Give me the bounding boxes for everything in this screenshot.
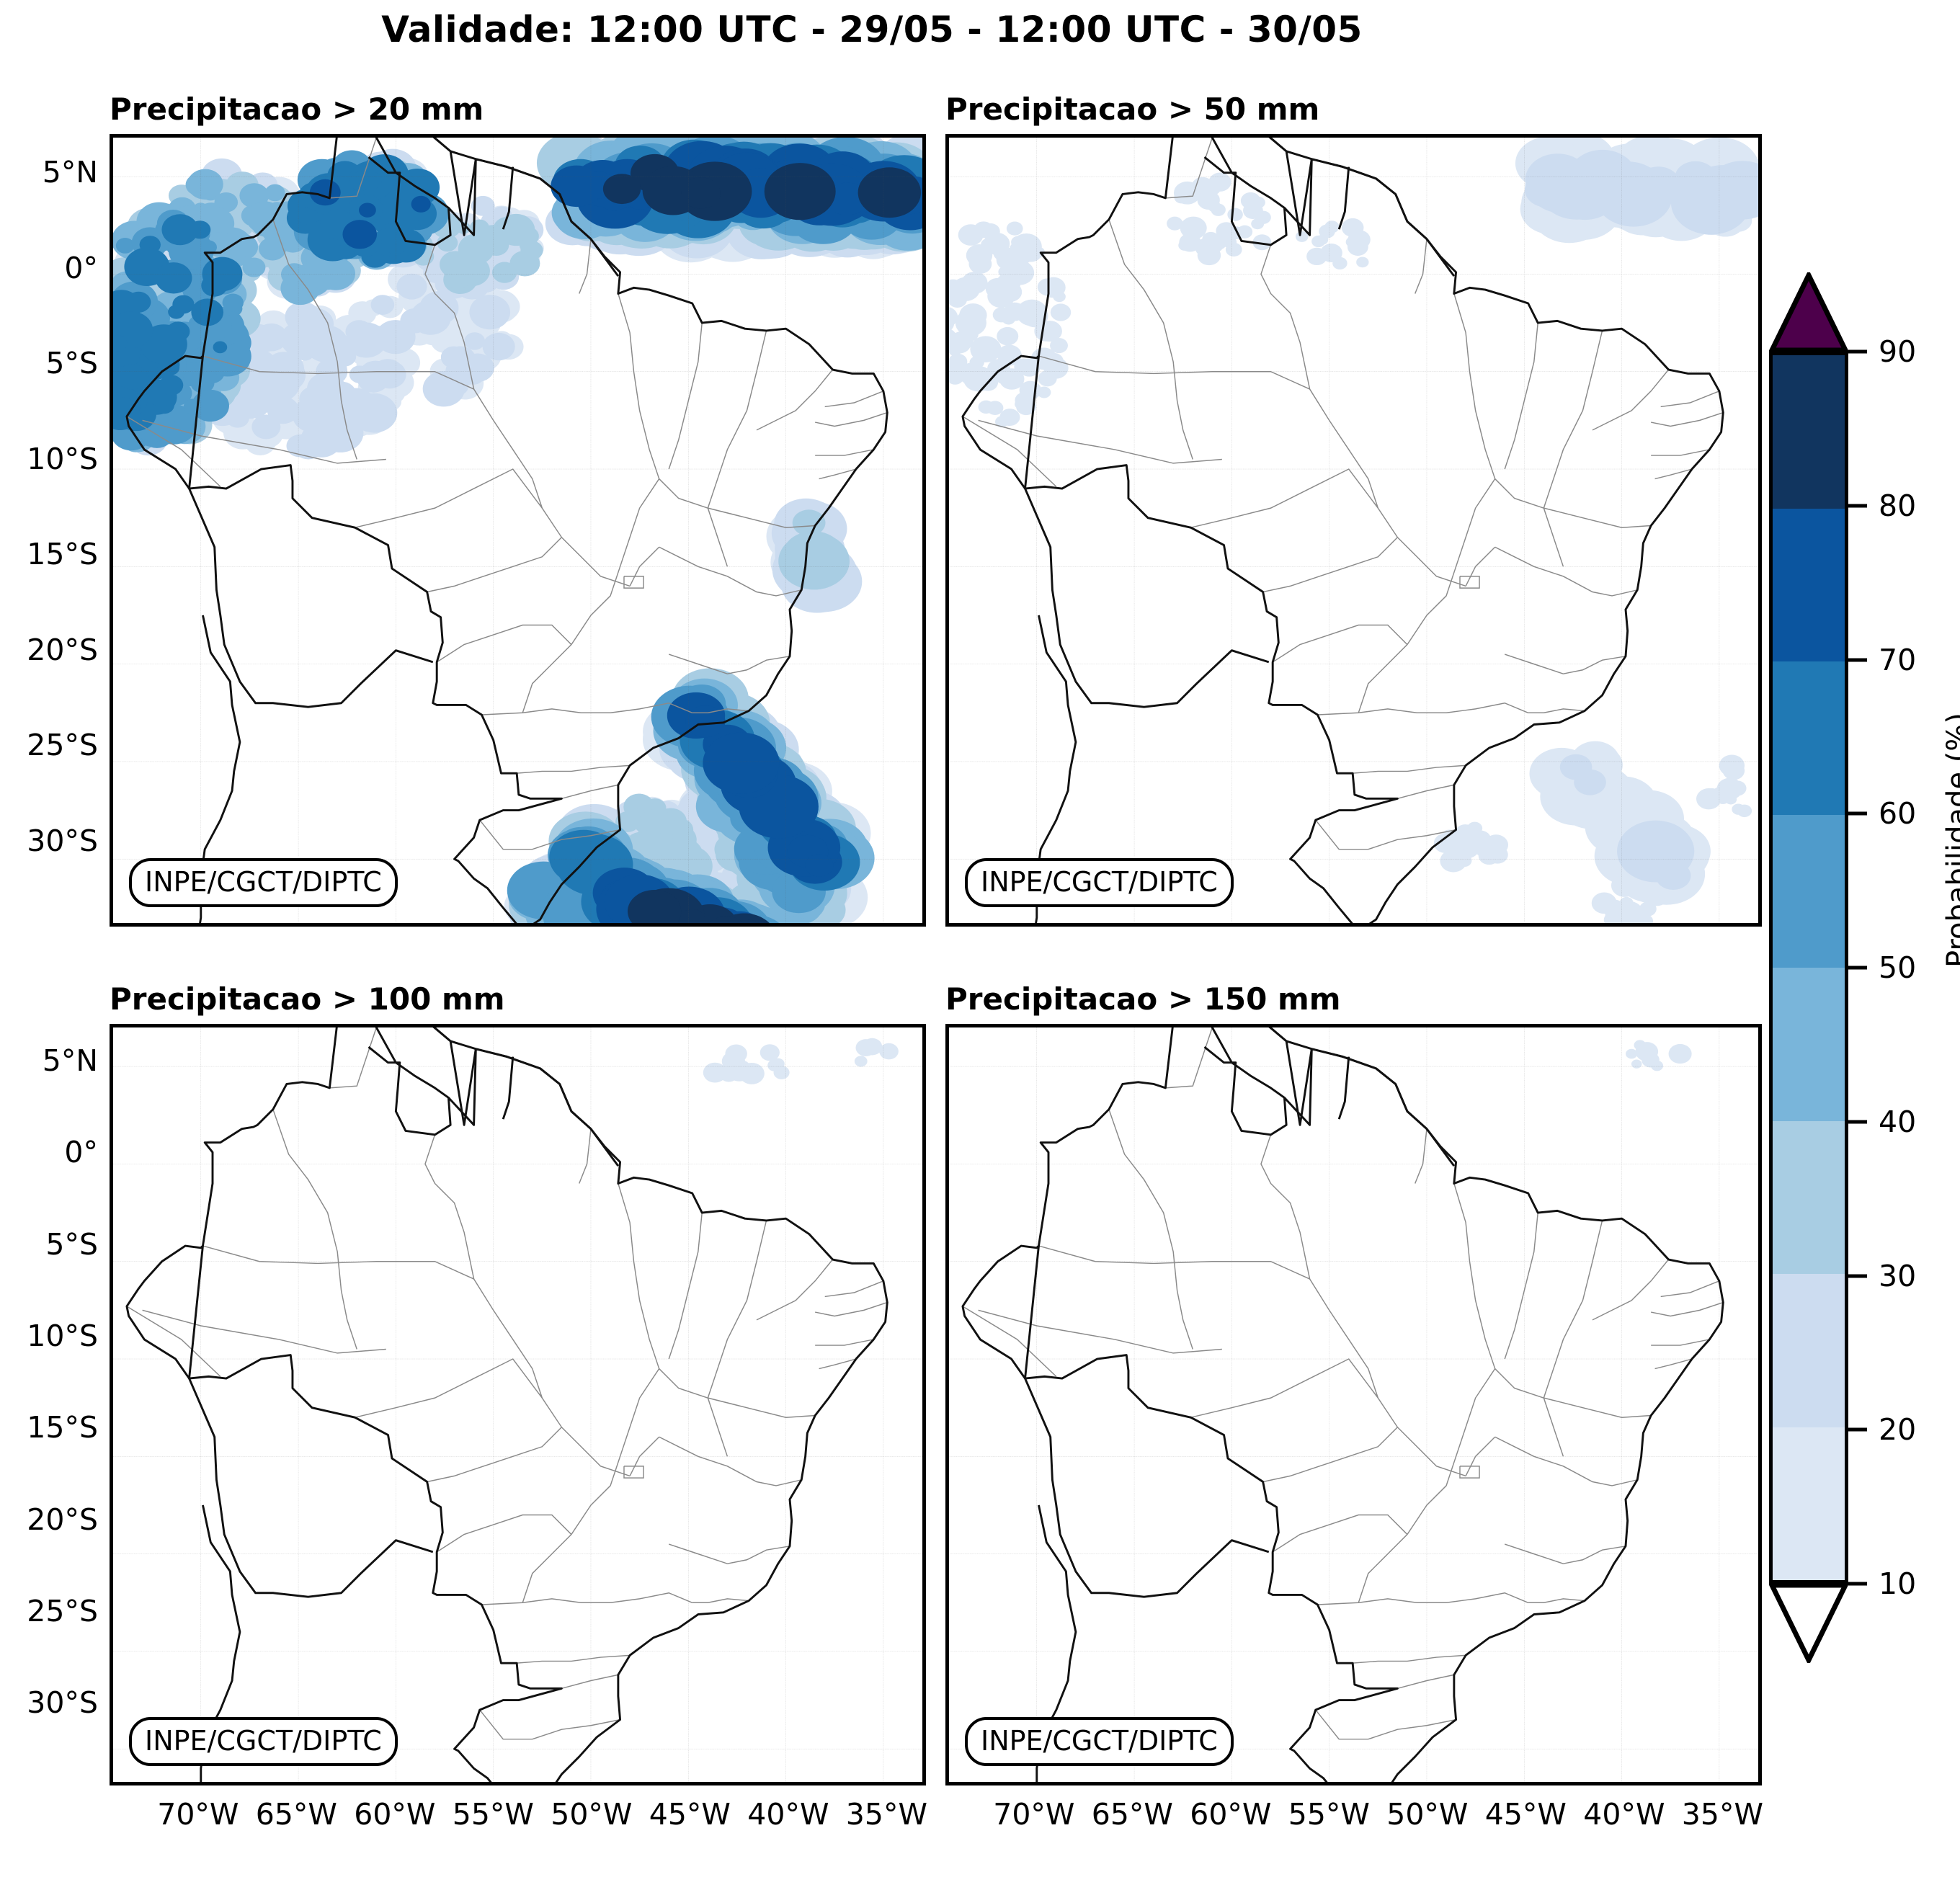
colorbar-tick <box>1848 1427 1867 1432</box>
map-svg-p50 <box>949 138 1758 927</box>
colorbar-tick-label: 30 <box>1879 1258 1917 1293</box>
y-tick-label: 30°S <box>27 823 98 858</box>
colorbar-tick-label: 10 <box>1879 1566 1917 1601</box>
colorbar-tick <box>1848 1582 1867 1586</box>
state-boundaries-p20 <box>126 138 888 850</box>
y-tick-label: 15°S <box>27 1410 98 1445</box>
x-tick-label: 70°W <box>993 1797 1075 1832</box>
map-panel-p20: Precipitacao > 20 mm INPE/CGCT/DIPTC 5°N 0°… <box>27 92 926 927</box>
colorbar-tick-label: 90 <box>1879 334 1917 369</box>
colorbar-tick-label: 20 <box>1879 1412 1917 1448</box>
y-tick-label: 10°S <box>27 441 98 476</box>
x-tick-label: 35°W <box>845 1797 927 1832</box>
colorbar-axis-label: Probabilidade (%) <box>1941 713 1960 968</box>
map-panel-p150: Precipitacao > 150 mm INPE/CGCT/DIPTC 70°W… <box>945 981 1763 1832</box>
colorbar-under-arrow-icon <box>1769 1582 1848 1663</box>
x-tick-label: 50°W <box>1386 1797 1469 1832</box>
y-tick-label: 0° <box>64 1135 98 1170</box>
y-tick-label: 5°N <box>42 1043 98 1078</box>
y-tick-label: 5°N <box>42 155 98 190</box>
y-tick-label: 20°S <box>27 1502 98 1537</box>
coastline-p100 <box>125 1027 888 1782</box>
y-tick-label: 10°S <box>27 1318 98 1353</box>
plot-area-p20: INPE/CGCT/DIPTC <box>110 134 926 927</box>
map-panel-p100: Precipitacao > 100 mm INPE/CGCT/DIPTC 5°N 0… <box>27 981 927 1832</box>
plot-area-p50: INPE/CGCT/DIPTC <box>945 134 1762 927</box>
credit-badge-p150: INPE/CGCT/DIPTC <box>965 1717 1234 1766</box>
map-svg-p100 <box>113 1027 922 1782</box>
precip-shading-p50 <box>949 138 1758 923</box>
y-tick-label: 30°S <box>27 1685 98 1721</box>
precip-shading-p100 <box>703 1038 899 1084</box>
gridlines-p150 <box>949 1027 1758 1785</box>
x-tick-label: 60°W <box>354 1797 436 1832</box>
precip-shading-p20 <box>113 138 922 923</box>
credit-badge-p20: INPE/CGCT/DIPTC <box>129 858 398 907</box>
y-tick-label: 5°S <box>45 346 98 381</box>
colorbar-tick-label: 80 <box>1879 488 1917 523</box>
colorbar: 10 20 30 40 50 60 70 80 90 Probabilidade (%) <box>1769 272 1960 1663</box>
y-tick-label: 5°S <box>45 1226 98 1262</box>
y-tick-label: 0° <box>64 250 98 285</box>
y-tick-label: 20°S <box>27 632 98 667</box>
panel-title-p150: Precipitacao > 150 mm <box>945 981 1341 1017</box>
colorbar-tick <box>1848 504 1867 508</box>
plot-area-p150: INPE/CGCT/DIPTC <box>945 1024 1762 1785</box>
y-tick-label: 25°S <box>27 1594 98 1629</box>
colorbar-tick <box>1848 1120 1867 1124</box>
map-svg-p150 <box>949 1027 1758 1785</box>
map-panel-p50: Precipitacao > 50 mm INPE/CGCT/DIPTC <box>945 92 1762 927</box>
colorbar-band-4 <box>1773 814 1845 968</box>
x-tick-label: 60°W <box>1190 1797 1272 1832</box>
x-tick-label: 40°W <box>747 1797 829 1832</box>
x-tick-label: 65°W <box>255 1797 337 1832</box>
colorbar-band-5 <box>1773 661 1845 815</box>
credit-badge-p100: INPE/CGCT/DIPTC <box>129 1717 398 1766</box>
coastline-p150 <box>961 1027 1724 1782</box>
x-tick-label: 40°W <box>1583 1797 1665 1832</box>
coastline-p50 <box>961 138 1724 923</box>
y-tick-label: 15°S <box>27 537 98 572</box>
x-tick-label: 65°W <box>1091 1797 1173 1832</box>
x-tick-label: 45°W <box>649 1797 731 1832</box>
colorbar-tick-label: 60 <box>1879 796 1917 832</box>
state-boundaries-p50 <box>962 138 1724 850</box>
colorbar-tick <box>1848 811 1867 816</box>
colorbar-gradient <box>1769 352 1848 1584</box>
colorbar-band-3 <box>1773 968 1845 1121</box>
colorbar-tick-label: 70 <box>1879 642 1917 677</box>
colorbar-tick <box>1848 349 1867 354</box>
colorbar-tick <box>1848 658 1867 661</box>
colorbar-tick <box>1848 966 1867 970</box>
panel-title-p50: Precipitacao > 50 mm <box>945 92 1320 127</box>
x-tick-label: 55°W <box>452 1797 534 1832</box>
credit-badge-p50: INPE/CGCT/DIPTC <box>965 858 1234 907</box>
colorbar-band-1 <box>1773 1274 1845 1427</box>
colorbar-tick-label: 40 <box>1879 1104 1917 1139</box>
x-tick-label: 50°W <box>551 1797 633 1832</box>
gridlines-p20 <box>113 138 922 927</box>
colorbar-tick-label: 50 <box>1879 950 1917 985</box>
coastline-p20 <box>125 138 888 923</box>
precip-shading-p150 <box>1626 1040 1692 1071</box>
map-svg-p20 <box>113 138 922 927</box>
colorbar-over-arrow-icon <box>1769 272 1848 353</box>
colorbar-band-7 <box>1773 355 1845 509</box>
plot-area-p100: INPE/CGCT/DIPTC <box>110 1024 926 1785</box>
x-tick-label: 35°W <box>1681 1797 1763 1832</box>
colorbar-band-2 <box>1773 1120 1845 1274</box>
state-boundaries-p100 <box>126 1027 888 1740</box>
x-tick-label: 55°W <box>1288 1797 1370 1832</box>
panel-title-p20: Precipitacao > 20 mm <box>110 92 484 127</box>
x-tick-label: 45°W <box>1484 1797 1567 1832</box>
y-tick-label: 25°S <box>27 728 98 763</box>
gridlines-p50 <box>949 138 1758 927</box>
colorbar-band-6 <box>1773 508 1845 661</box>
panel-title-p100: Precipitacao > 100 mm <box>110 981 505 1017</box>
colorbar-tick <box>1848 1274 1867 1278</box>
x-tick-label: 70°W <box>157 1797 239 1832</box>
figure-title: Validade: 12:00 UTC - 29/05 - 12:00 UTC … <box>381 9 1363 50</box>
colorbar-band-0 <box>1773 1427 1845 1580</box>
